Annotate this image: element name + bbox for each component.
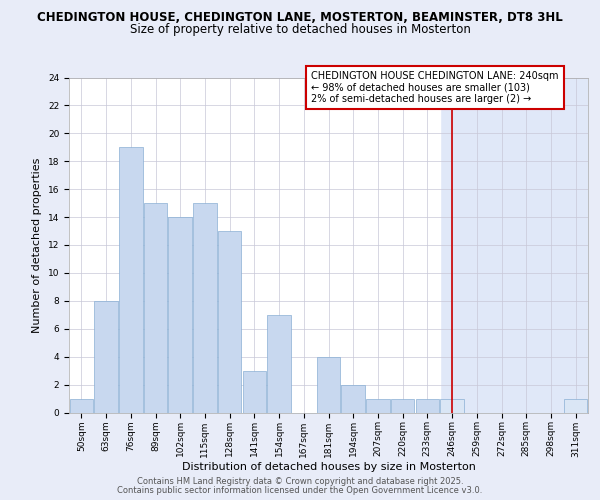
Bar bbox=[416, 398, 439, 412]
Y-axis label: Number of detached properties: Number of detached properties bbox=[32, 158, 42, 332]
Bar bbox=[169, 217, 192, 412]
Text: Size of property relative to detached houses in Mosterton: Size of property relative to detached ho… bbox=[130, 22, 470, 36]
Bar bbox=[440, 398, 464, 412]
Bar bbox=[242, 370, 266, 412]
Bar bbox=[366, 398, 389, 412]
X-axis label: Distribution of detached houses by size in Mosterton: Distribution of detached houses by size … bbox=[182, 462, 475, 472]
Bar bbox=[69, 78, 440, 412]
Bar bbox=[391, 398, 415, 412]
Bar bbox=[193, 203, 217, 412]
Text: Contains HM Land Registry data © Crown copyright and database right 2025.: Contains HM Land Registry data © Crown c… bbox=[137, 477, 463, 486]
Bar bbox=[70, 398, 93, 412]
Text: CHEDINGTON HOUSE CHEDINGTON LANE: 240sqm
← 98% of detached houses are smaller (1: CHEDINGTON HOUSE CHEDINGTON LANE: 240sqm… bbox=[311, 70, 559, 104]
Bar bbox=[144, 203, 167, 412]
Bar bbox=[268, 315, 291, 412]
Bar bbox=[94, 301, 118, 412]
Bar bbox=[440, 78, 588, 412]
Bar bbox=[317, 356, 340, 412]
Text: Contains public sector information licensed under the Open Government Licence v3: Contains public sector information licen… bbox=[118, 486, 482, 495]
Bar bbox=[341, 384, 365, 412]
Bar bbox=[218, 231, 241, 412]
Bar bbox=[564, 398, 587, 412]
Bar bbox=[119, 148, 143, 412]
Text: CHEDINGTON HOUSE, CHEDINGTON LANE, MOSTERTON, BEAMINSTER, DT8 3HL: CHEDINGTON HOUSE, CHEDINGTON LANE, MOSTE… bbox=[37, 11, 563, 24]
